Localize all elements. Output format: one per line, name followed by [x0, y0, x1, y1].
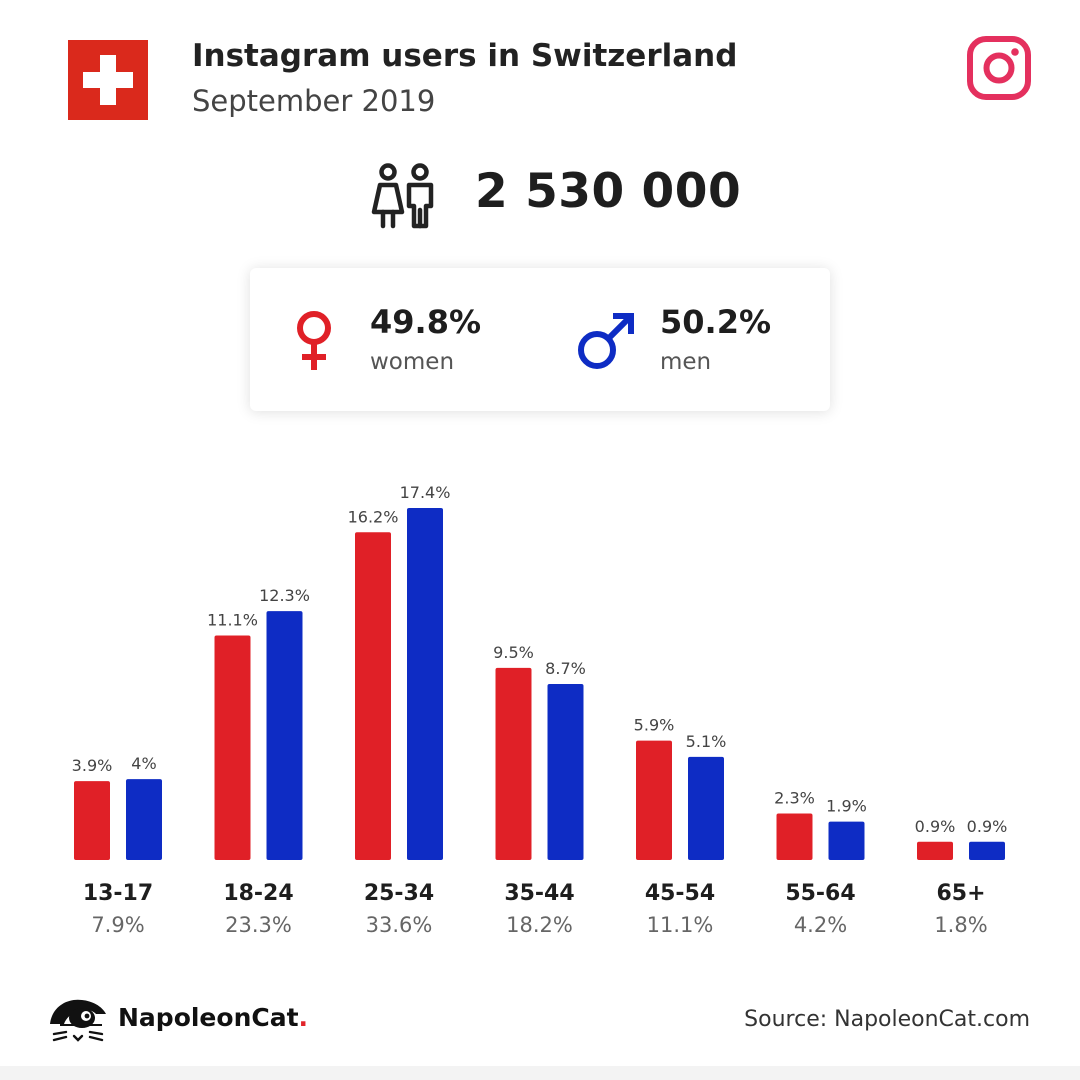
page-subtitle: September 2019 [192, 84, 436, 118]
bottom-strip [0, 1066, 1080, 1080]
category-label-35-44: 35-44 [504, 881, 574, 906]
bar-women-13-17 [74, 781, 110, 860]
bar-label-women-18-24: 11.1% [207, 610, 258, 629]
users-icon [371, 163, 434, 229]
instagram-icon [967, 36, 1031, 100]
bar-label-women-45-54: 5.9% [634, 716, 675, 735]
bar-women-55-64 [776, 813, 813, 860]
bar-women-25-34 [355, 532, 391, 860]
category-total-35-44: 18.2% [506, 913, 573, 937]
napoleoncat-logo-icon [50, 999, 106, 1042]
category-label-55-64: 55-64 [785, 881, 855, 906]
bar-label-women-65+: 0.9% [915, 817, 956, 836]
women-label: women [370, 349, 455, 375]
category-total-65+: 1.8% [934, 913, 987, 937]
category-label-18-24: 18-24 [223, 881, 293, 906]
category-label-25-34: 25-34 [364, 881, 434, 906]
source-note: Source: NapoleonCat.com [744, 1007, 1030, 1032]
bar-women-45-54 [636, 740, 672, 860]
brand-name: NapoleonCat. [118, 1003, 309, 1032]
bar-men-35-44 [547, 684, 584, 860]
bar-men-65+ [969, 841, 1005, 860]
women-percent: 49.8% [370, 303, 482, 341]
bar-label-men-18-24: 12.3% [259, 586, 310, 605]
bar-men-13-17 [126, 779, 162, 860]
category-total-18-24: 23.3% [225, 913, 292, 937]
bar-women-18-24 [214, 635, 251, 860]
male-symbol-icon [578, 313, 634, 369]
bar-label-women-13-17: 3.9% [72, 756, 113, 775]
category-total-55-64: 4.2% [794, 913, 847, 937]
men-percent: 50.2% [660, 303, 772, 341]
category-label-65+: 65+ [936, 881, 985, 906]
men-label: men [660, 349, 712, 375]
bar-men-45-54 [688, 756, 724, 860]
bar-label-men-35-44: 8.7% [545, 659, 586, 678]
swiss-flag-icon [68, 40, 148, 120]
category-total-25-34: 33.6% [366, 913, 433, 937]
category-total-45-54: 11.1% [647, 913, 714, 937]
bar-label-men-45-54: 5.1% [686, 732, 727, 751]
category-label-13-17: 13-17 [83, 881, 153, 906]
bar-women-65+ [917, 841, 953, 860]
female-symbol-icon [297, 311, 331, 370]
page-title: Instagram users in Switzerland [192, 38, 738, 74]
bar-women-35-44 [495, 667, 532, 860]
bar-men-55-64 [828, 821, 865, 860]
bar-label-men-55-64: 1.9% [826, 797, 867, 816]
bar-label-women-25-34: 16.2% [348, 507, 399, 526]
bar-men-25-34 [407, 508, 443, 860]
category-total-13-17: 7.9% [91, 913, 144, 937]
bar-label-men-25-34: 17.4% [400, 483, 451, 502]
bar-label-men-65+: 0.9% [967, 817, 1008, 836]
age-gender-bar-chart: 3.9% 4%13-177.9%11.1%12.3%18-2423.3%16.2%… [72, 483, 1008, 937]
bar-label-men-13-17: 4% [131, 754, 156, 773]
category-label-45-54: 45-54 [645, 881, 715, 906]
total-users-value: 2 530 000 [475, 164, 742, 219]
bar-men-18-24 [266, 611, 303, 860]
bar-label-women-35-44: 9.5% [493, 643, 534, 662]
bar-label-women-55-64: 2.3% [774, 788, 815, 807]
gender-split-card [250, 268, 830, 411]
